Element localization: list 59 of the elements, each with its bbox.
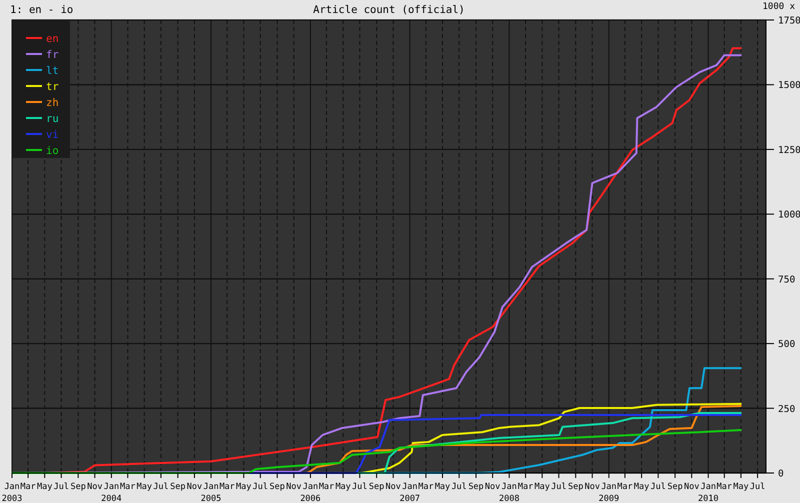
legend-label: en <box>46 33 59 45</box>
x-tick-label: Sep <box>468 482 484 492</box>
y-tick-label: 1500 <box>778 80 800 92</box>
chart-title: Article count (official) <box>313 4 465 16</box>
legend-label: io <box>46 145 59 157</box>
x-tick-label: Nov <box>584 482 600 492</box>
y-tick-label: 1750 <box>778 16 800 26</box>
x-tick-label: Sep <box>170 482 186 492</box>
x-tick-label: Mar <box>716 482 732 492</box>
x-tick-label: Mar <box>617 482 633 492</box>
x-tick-label: May <box>634 482 650 492</box>
legend-label: vi <box>46 129 59 141</box>
x-tick-label: May <box>733 482 749 492</box>
x-tick-label: Sep <box>667 482 683 492</box>
x-tick-label: Mar <box>219 482 235 492</box>
x-tick-label: Mar <box>20 482 36 492</box>
y-tick-label: 1000 <box>778 210 800 221</box>
x-tick-label: Jul <box>551 482 566 492</box>
legend-label: ru <box>46 113 59 125</box>
x-tick-label: Jul <box>352 482 368 492</box>
x-tick-label: Jul <box>650 482 666 492</box>
legend-label: fr <box>46 49 59 61</box>
x-tick-label: Sep <box>270 482 285 492</box>
x-tick-label: Mar <box>418 482 434 492</box>
x-tick-label: Jul <box>750 482 766 492</box>
x-tick-label: Nov <box>286 482 302 492</box>
x-tick-label: Nov <box>684 482 700 492</box>
y-tick-label: 500 <box>778 339 796 350</box>
x-tick-label: Jul <box>451 482 467 492</box>
x-tick-label: May <box>534 482 550 492</box>
y-axis-title: 1000 x <box>762 2 796 12</box>
x-tick-label: Nov <box>186 482 202 492</box>
x-tick-label: Mar <box>120 482 136 492</box>
x-tick-label: Sep <box>70 482 86 492</box>
x-tick-label: Mar <box>318 482 334 492</box>
y-tick-label: 1250 <box>778 144 800 156</box>
x-tick-label: May <box>136 482 152 492</box>
x-tick-label: Nov <box>484 482 500 492</box>
x-tick-label: May <box>236 482 252 492</box>
x-tick-label: Nov <box>386 482 401 492</box>
y-tick-label: 0 <box>778 468 784 480</box>
x-tick-label: Jul <box>252 482 268 492</box>
x-tick-label: Sep <box>568 482 584 492</box>
x-tick-label: Jan 2008 <box>498 482 520 503</box>
y-tick-label: 250 <box>778 404 796 415</box>
x-tick-label: Nov <box>87 482 102 492</box>
x-tick-label: May <box>335 482 351 492</box>
legend-label: lt <box>46 65 59 77</box>
x-tick-label: Jul <box>54 482 69 492</box>
x-tick-label: May <box>36 482 52 492</box>
x-tick-label: Mar <box>518 482 534 492</box>
legend-label: zh <box>46 97 59 109</box>
line-series <box>11 429 742 474</box>
text: 1: en - io <box>10 4 74 16</box>
x-tick-label: Jul <box>153 482 169 492</box>
x-tick-label: Sep <box>368 482 384 492</box>
y-tick-label: 750 <box>778 274 796 286</box>
x-tick-label: May <box>434 482 450 492</box>
legend-label: tr <box>46 81 59 93</box>
